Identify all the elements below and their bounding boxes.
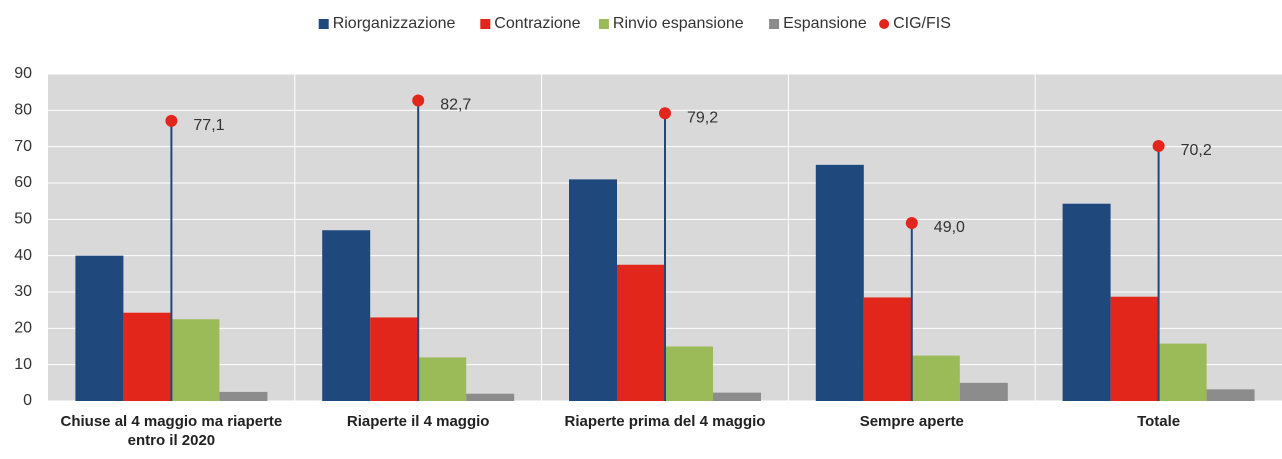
data-label: 79,2: [687, 109, 718, 126]
bar: [1110, 296, 1159, 401]
y-tick-label: 50: [14, 211, 32, 228]
bar: [75, 255, 124, 401]
data-label: 77,1: [193, 117, 224, 134]
bar: [713, 392, 761, 401]
bar: [959, 382, 1008, 401]
legend-swatch: [480, 19, 491, 29]
dot: [165, 114, 178, 127]
bar: [815, 164, 864, 401]
bar: [370, 317, 419, 401]
dot: [1152, 139, 1165, 152]
y-tick-label: 90: [14, 65, 32, 82]
data-label: 49,0: [934, 219, 965, 236]
x-tick-label: Riaperte prima del 4 maggio: [564, 413, 766, 430]
bar: [911, 355, 960, 401]
bar: [1158, 343, 1207, 401]
dot: [905, 216, 918, 229]
bar: [466, 393, 515, 401]
bar: [418, 357, 467, 401]
legend-label: Espansione: [783, 15, 867, 32]
legend-marker: [879, 19, 890, 29]
y-tick-label: 70: [14, 138, 32, 155]
bar: [219, 391, 268, 401]
data-label: 82,7: [440, 97, 471, 114]
y-tick-label: 80: [14, 102, 32, 119]
legend-swatch: [318, 19, 329, 29]
y-tick-label: 10: [14, 356, 32, 373]
legend-swatch: [769, 19, 780, 29]
bar: [123, 312, 172, 401]
bar: [322, 230, 371, 401]
data-label: 70,2: [1181, 142, 1212, 159]
y-tick-label: 40: [14, 247, 32, 264]
dot: [412, 94, 425, 107]
bar: [171, 319, 220, 401]
legend-label: CIG/FIS: [893, 15, 951, 32]
legend-label: Riorganizzazione: [333, 15, 456, 32]
legend-label: Rinvio espansione: [613, 15, 744, 32]
x-tick-label: Totale: [1137, 413, 1181, 430]
x-tick-label: Chiuse al 4 maggio ma riaperte entro il …: [60, 413, 283, 449]
y-tick-label: 60: [14, 174, 32, 191]
x-tick-label: Sempre aperte: [859, 413, 964, 430]
legend-swatch: [598, 19, 609, 29]
x-tick-label: Riaperte il 4 maggio: [346, 413, 490, 430]
legend-label: Contrazione: [494, 15, 580, 32]
bar: [617, 264, 665, 401]
bar: [569, 179, 617, 401]
bar: [1206, 389, 1255, 401]
dot: [659, 107, 671, 120]
y-tick-label: 20: [14, 320, 32, 337]
y-tick-label: 30: [14, 283, 32, 300]
y-tick-label: 0: [23, 392, 32, 409]
bar: [863, 297, 912, 401]
bar: [665, 346, 713, 401]
bar: [1062, 203, 1111, 401]
